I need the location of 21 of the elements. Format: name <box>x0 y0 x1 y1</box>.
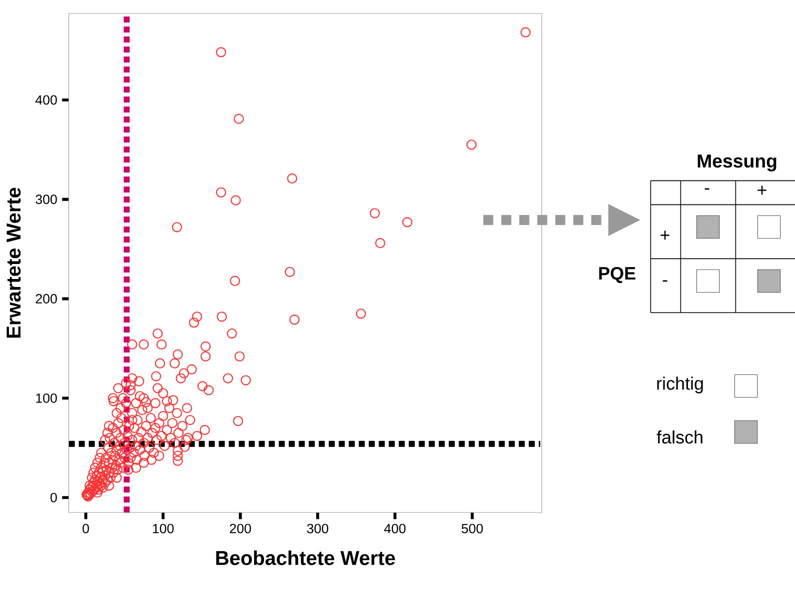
x-tick-label: 100 <box>152 524 174 534</box>
x-tick-label: 500 <box>462 524 483 534</box>
x-tick-label: 400 <box>384 524 406 534</box>
text: Messung <box>698 154 776 172</box>
y-axis-title: Erwartete Werte <box>6 188 21 338</box>
y-tick-label: 0 <box>50 492 57 502</box>
y-tick-label: 100 <box>36 393 57 403</box>
x-tick-label: 300 <box>307 524 328 534</box>
text: + <box>660 230 670 240</box>
text: + <box>758 186 766 195</box>
y-tick-label: 400 <box>35 95 57 105</box>
y-tick-label: 300 <box>36 194 57 204</box>
text: - <box>662 280 668 282</box>
text: PQE <box>599 266 636 284</box>
x-axis-title: Beobachtete Werte <box>216 550 395 566</box>
text: richtig <box>657 376 703 394</box>
text: falsch <box>656 430 702 444</box>
x-tick-label: 0 <box>82 524 89 534</box>
x-tick-label: 200 <box>230 524 251 534</box>
y-tick-label: 200 <box>36 294 57 304</box>
text: - <box>704 188 710 190</box>
